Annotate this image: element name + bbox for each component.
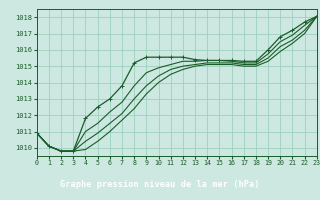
Text: Graphe pression niveau de la mer (hPa): Graphe pression niveau de la mer (hPa)	[60, 180, 260, 189]
